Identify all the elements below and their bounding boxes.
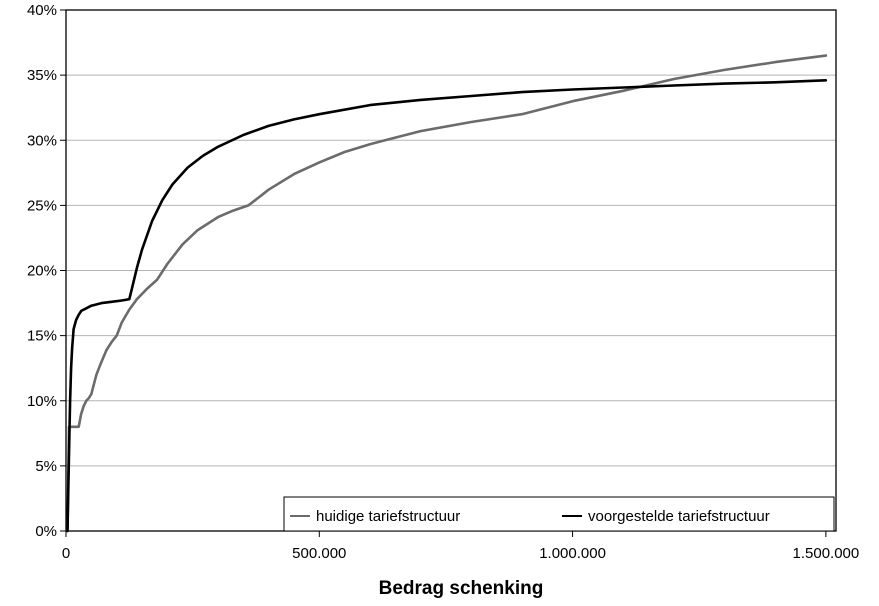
x-tick-label: 500.000	[292, 545, 346, 562]
y-tick-label: 5%	[35, 458, 57, 475]
legend: huidige tariefstructuur voorgestelde tar…	[283, 496, 835, 532]
gridlines	[66, 9, 836, 467]
y-tick-label: 0%	[35, 523, 57, 540]
legend-box	[283, 496, 835, 532]
y-tick-label: 15%	[27, 328, 57, 345]
y-tick-label: 10%	[27, 393, 57, 410]
x-tick-label: 1.500.000	[793, 545, 860, 562]
y-tick-label: 30%	[27, 132, 57, 149]
series-line-huidige	[66, 54, 828, 533]
y-tick-label: 35%	[27, 67, 57, 84]
x-axis: 0 500.000 1.000.000 1.500.000	[62, 531, 859, 562]
y-tick-label: 25%	[27, 197, 57, 214]
series-line-voorgestelde	[66, 79, 828, 533]
legend-label-voorgestelde: voorgestelde tariefstructuur	[588, 508, 770, 525]
x-axis-title: Bedrag schenking	[379, 578, 544, 599]
legend-label-huidige: huidige tariefstructuur	[316, 508, 460, 525]
y-tick-label: 20%	[27, 263, 57, 280]
y-axis: 0% 5% 10% 15% 20% 25% 30% 35% 40%	[27, 2, 66, 540]
y-tick-label: 40%	[27, 2, 57, 19]
x-tick-label: 1.000.000	[539, 545, 606, 562]
x-tick-label: 0	[62, 545, 70, 562]
series-lines	[66, 54, 828, 533]
